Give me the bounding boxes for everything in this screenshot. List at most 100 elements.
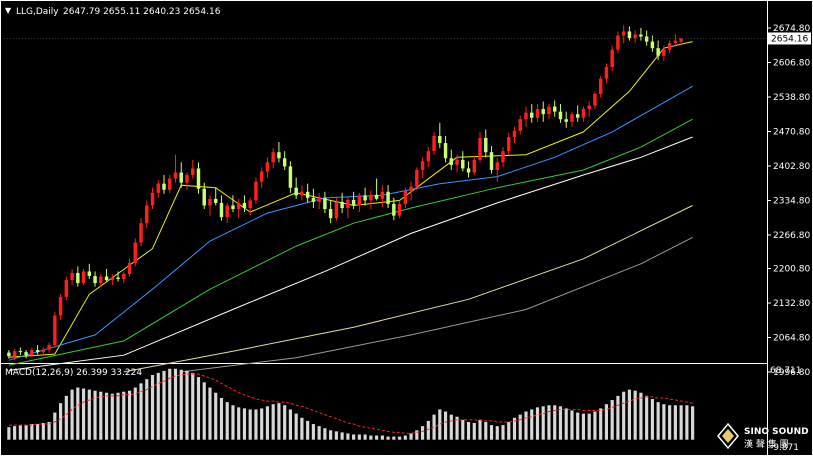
candle-body xyxy=(323,197,327,210)
candle-body xyxy=(64,280,69,297)
candle-body xyxy=(530,112,534,118)
candle-body xyxy=(127,262,132,274)
candle-body xyxy=(173,172,178,179)
candle-body xyxy=(225,205,229,218)
candle-body xyxy=(18,351,23,353)
candle-body xyxy=(466,168,471,173)
candle-body xyxy=(403,190,408,204)
candle-body xyxy=(587,105,591,110)
candle-body xyxy=(282,158,287,167)
candle-body xyxy=(87,271,92,277)
candle-body xyxy=(191,168,195,176)
candle-body xyxy=(650,41,655,49)
candle-body xyxy=(70,272,74,281)
candle-body xyxy=(41,349,46,353)
candle-body xyxy=(679,38,683,42)
candle-body xyxy=(409,186,413,191)
candle-body xyxy=(139,223,143,243)
price-tick-label: 2538.80 xyxy=(773,93,810,103)
candle-body xyxy=(93,276,97,284)
candle-body xyxy=(317,197,321,202)
candle-body xyxy=(53,315,57,346)
candle-body xyxy=(552,106,557,112)
candle-body xyxy=(667,43,672,50)
candle-body xyxy=(76,272,80,284)
candle-body xyxy=(219,202,224,218)
candle-body xyxy=(259,171,264,182)
candle-body xyxy=(507,136,511,152)
ohlc-values: 2647.79 2655.11 2640.23 2654.16 xyxy=(63,7,221,17)
price-tick-label: 2132.80 xyxy=(773,299,810,309)
symbol-triangle-icon[interactable]: ▼ xyxy=(5,6,12,15)
price-tick-label: 2674.80 xyxy=(773,24,810,34)
candle-body xyxy=(656,48,660,56)
candle-body xyxy=(357,195,362,206)
candle-body xyxy=(351,199,356,206)
candle-body xyxy=(397,203,402,216)
price-tick-label: 2402.80 xyxy=(773,162,810,172)
price-tick-label: 2470.80 xyxy=(773,128,810,138)
candle-body xyxy=(547,106,551,115)
candle-body xyxy=(380,191,385,199)
candle-body xyxy=(58,296,63,316)
candle-body xyxy=(524,112,528,120)
last-price-tag xyxy=(768,32,811,45)
candle-body xyxy=(541,109,545,115)
candle-body xyxy=(432,135,436,152)
candle-body xyxy=(472,159,477,173)
diamond-logo-icon xyxy=(717,422,739,450)
candle-body xyxy=(610,49,614,67)
candle-body xyxy=(236,202,241,210)
price-tick-label: 2334.80 xyxy=(773,197,810,207)
sino-sound-logo: SINO SOUND 漢 聲 集 團 xyxy=(717,422,809,450)
candle-body xyxy=(311,197,316,202)
candle-body xyxy=(644,36,649,42)
candle-body xyxy=(294,187,298,196)
candle-body xyxy=(231,205,235,210)
candle-body xyxy=(443,143,448,159)
candle-body xyxy=(621,31,626,36)
moving-averages xyxy=(8,41,693,373)
candle-body xyxy=(386,191,390,204)
candle-body xyxy=(156,183,160,193)
candle-body xyxy=(248,200,252,209)
candle-body xyxy=(558,111,563,120)
candle-body xyxy=(122,273,126,280)
candle-body xyxy=(196,168,201,189)
candle-body xyxy=(202,188,206,206)
candle-body xyxy=(564,119,568,122)
candle-body xyxy=(449,158,454,165)
candle-body xyxy=(12,351,17,357)
candle-body xyxy=(616,35,620,50)
candle-body xyxy=(392,203,396,216)
candle-body xyxy=(47,345,51,350)
candle-body xyxy=(575,114,580,118)
candle-body xyxy=(162,183,166,190)
candles xyxy=(7,25,683,361)
candle-body xyxy=(581,109,586,118)
candle-body xyxy=(24,352,28,356)
candle-body xyxy=(305,191,310,198)
moving-average-line-5 xyxy=(123,205,693,373)
candle-body xyxy=(213,198,218,203)
last-price-text: 2654.16 xyxy=(771,34,808,44)
candle-body xyxy=(426,151,431,162)
candle-body xyxy=(185,175,189,183)
candle-body xyxy=(478,137,482,160)
macd-panel xyxy=(7,368,695,440)
candle-body xyxy=(133,242,138,263)
candle-body xyxy=(150,192,155,206)
candle-body xyxy=(627,31,632,39)
macd-bottom-label: -9.871 xyxy=(770,443,799,453)
moving-average-line-4 xyxy=(8,136,693,371)
candle-body xyxy=(288,166,293,188)
candle-body xyxy=(242,202,247,209)
candle-body xyxy=(598,78,603,94)
candle-body xyxy=(35,350,40,353)
candle-body xyxy=(145,205,149,224)
candle-body xyxy=(328,209,333,219)
candle-body xyxy=(639,34,643,37)
candle-body xyxy=(662,49,666,56)
